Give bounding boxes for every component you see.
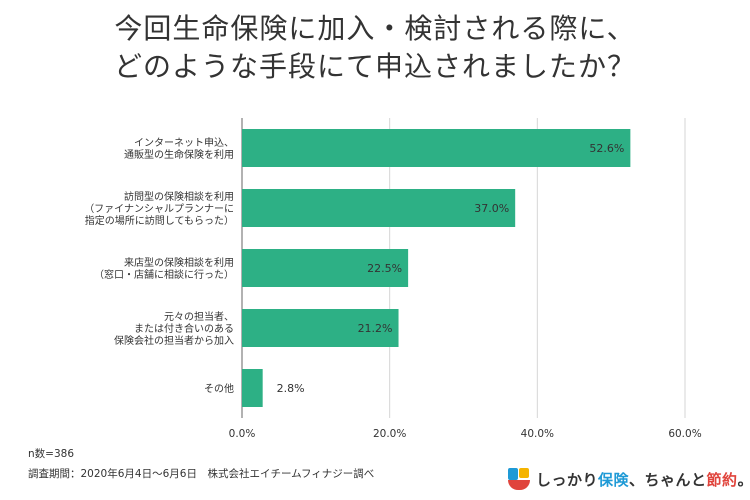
category-label-2-1: （窓口・店舗に相談に行った）: [94, 268, 234, 281]
value-label-0: 52.6%: [589, 142, 624, 155]
category-label-0-1: 通販型の生命保険を利用: [124, 148, 234, 161]
category-label-1-0: 訪問型の保険相談を利用: [124, 190, 234, 203]
brand-logo: しっかり保険、ちゃんと節約。: [508, 466, 750, 492]
category-label-3-2: 保険会社の担当者から加入: [114, 334, 234, 347]
category-label-4-0: その他: [204, 382, 234, 395]
value-label-2: 22.5%: [367, 262, 402, 275]
bar-0: [242, 129, 631, 167]
chart-title: 今回生命保険に加入・検討される際に、 どのような手段にて申込されましたか？: [0, 10, 750, 86]
logo-text-part-1: しっかり: [536, 470, 599, 489]
category-label-3-0: 元々の担当者、: [164, 310, 234, 323]
value-label-3: 21.2%: [358, 322, 393, 335]
logo-text-part-2: 保険: [598, 470, 630, 489]
logo-text-part-5: 。: [738, 471, 750, 489]
bar-3: [242, 309, 399, 347]
tick-label-0: 0.0%: [229, 428, 256, 440]
tick-label-3: 60.0%: [668, 428, 701, 440]
bar-1: [242, 189, 516, 227]
chart-title-line-2: どのような手段にて申込されましたか？: [113, 50, 636, 83]
brand-logo-text: しっかり保険、ちゃんと節約。: [536, 469, 750, 490]
logo-text-part-3: 、ちゃんと: [629, 470, 707, 489]
category-label-2-0: 来店型の保険相談を利用: [124, 256, 234, 269]
survey-period-note: 調査期間：2020年6月4日〜6月6日 株式会社エイチームフィナジー調べ: [28, 468, 375, 480]
value-label-4: 2.8%: [277, 382, 305, 395]
tick-label-2: 40.0%: [521, 428, 554, 440]
bar-4: [242, 369, 263, 407]
category-label-1-2: 指定の場所に訪問してもらった）: [85, 214, 234, 227]
sample-size-note: n数=386: [28, 448, 74, 460]
brand-logo-icon: [508, 468, 530, 490]
value-label-1: 37.0%: [474, 202, 509, 215]
category-label-0-0: インターネット申込、: [134, 136, 234, 149]
category-label-3-1: または付き合いのある: [134, 322, 234, 335]
tick-label-1: 20.0%: [373, 428, 406, 440]
category-label-1-1: （ファイナンシャルプランナーに: [84, 203, 234, 215]
bar-2: [242, 249, 409, 287]
logo-text-part-4: 節約: [706, 470, 738, 489]
chart-title-line-1: 今回生命保険に加入・検討される際に、: [114, 12, 636, 45]
